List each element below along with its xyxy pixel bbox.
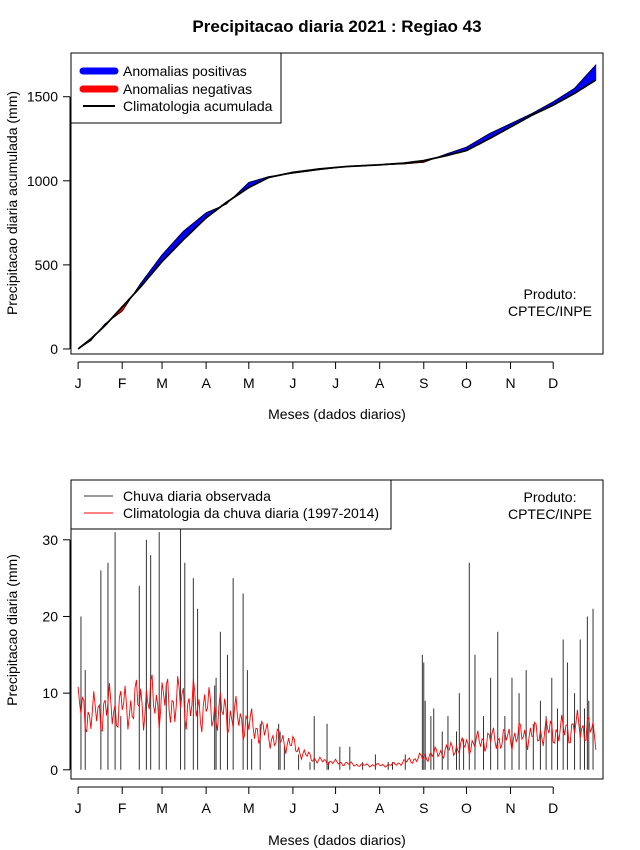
accumulated-y-label: Precipitacao diaria acumulada (mm) (4, 91, 20, 315)
accumulated-lines (77, 64, 597, 350)
daily-x-tick-label: O (461, 800, 472, 816)
daily-x-tick-label: M (156, 800, 168, 816)
daily-panel: J F M A M J J A S O N D 0 10 20 30 Meses (dados diario… (4, 479, 604, 848)
legend-label-clim-daily: Climatologia da chuva diaria (1997-2014) (123, 505, 379, 521)
daily-x-tick-label: S (419, 800, 428, 816)
daily-climatology-line (77, 674, 597, 768)
accumulated-x-tick-label: A (375, 375, 385, 391)
daily-x-tick-label: J (332, 800, 339, 816)
daily-clim-line (77, 674, 597, 768)
daily-x-label: Meses (dados diarios) (268, 832, 406, 848)
accumulated-x-tick-label: M (156, 375, 168, 391)
product-label: Produto: (524, 286, 577, 302)
daily-x-tick-label: A (375, 800, 385, 816)
accumulated-x-label: Meses (dados diarios) (268, 406, 406, 422)
legend-label-observed: Chuva diaria observada (123, 488, 271, 504)
accumulated-x-tick-label: O (461, 375, 472, 391)
daily-y-tick-label: 0 (50, 762, 58, 778)
daily-x-tick-label: F (118, 800, 127, 816)
daily-x-tick-label: N (505, 800, 515, 816)
accumulated-x-tick-label: N (505, 375, 515, 391)
accumulated-y-axis: 0 500 1000 1500 (27, 89, 71, 357)
accumulated-y-tick-label: 1500 (27, 89, 58, 105)
product-source-2: CPTEC/INPE (508, 506, 592, 522)
daily-x-tick-label: M (243, 800, 255, 816)
accumulated-y-tick-label: 500 (35, 257, 59, 273)
daily-x-tick-label: D (548, 800, 558, 816)
legend-label-clim: Climatologia acumulada (123, 98, 273, 114)
climatology-accumulated-line (77, 79, 597, 350)
daily-y-axis: 0 10 20 30 (42, 532, 71, 778)
accumulated-plot-frame (70, 52, 604, 355)
daily-x-tick-label: A (201, 800, 211, 816)
product-source: CPTEC/INPE (508, 303, 592, 319)
accumulated-x-tick-label: J (332, 375, 339, 391)
accumulated-x-tick-label: F (118, 375, 127, 391)
daily-y-tick-label: 20 (42, 608, 58, 624)
accumulated-x-tick-label: M (243, 375, 255, 391)
accumulated-x-tick-label: J (289, 375, 296, 391)
daily-y-tick-label: 30 (42, 532, 58, 548)
daily-bars (80, 493, 594, 770)
legend-label-positive: Anomalias positivas (123, 63, 247, 79)
accumulated-legend: Anomalias positivas Anomalias negativas … (70, 52, 282, 124)
accumulated-x-tick-label: S (419, 375, 428, 391)
accumulated-y-tick-label: 1000 (27, 173, 58, 189)
accumulated-panel: J F M A M J J A S O N D 0 500 1000 1500 Meses (dados d… (4, 52, 604, 422)
chart-title: Precipitacao diaria 2021 : Regiao 43 (192, 17, 481, 36)
daily-x-tick-label: J (289, 800, 296, 816)
legend-label-negative: Anomalias negativas (123, 81, 252, 97)
daily-legend-box (70, 479, 392, 530)
product-label-2: Produto: (524, 489, 577, 505)
accumulated-y-tick-label: 0 (50, 341, 58, 357)
daily-y-label: Precipitacao diaria (mm) (4, 554, 20, 706)
accumulated-x-tick-label: A (201, 375, 211, 391)
daily-x-tick-label: J (75, 800, 82, 816)
daily-legend: Chuva diaria observada Climatologia da c… (70, 479, 392, 530)
accumulated-x-tick-label: J (75, 375, 82, 391)
daily-y-tick-label: 10 (42, 685, 58, 701)
anomaly-positive (594, 63, 597, 82)
accumulated-x-tick-label: D (548, 375, 558, 391)
